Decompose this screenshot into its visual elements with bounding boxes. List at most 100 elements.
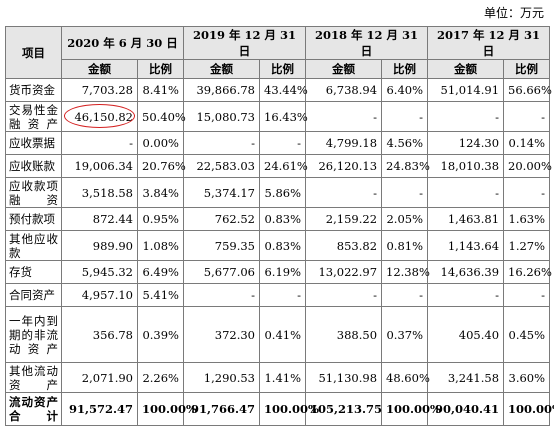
ratio-cell: 5.86% [258, 177, 307, 208]
amount-cell: 759.35 [183, 230, 260, 261]
ratio-cell: 0.95% [137, 207, 184, 231]
amount-cell: 91,766.47 [183, 392, 260, 426]
header-ratio: 比例 [137, 59, 184, 79]
header-period: 2020 年 6 月 30 日 [61, 26, 184, 60]
header-amount: 金额 [183, 59, 260, 79]
amount-cell: 4,799.18 [305, 131, 383, 155]
ratio-cell: 12.38% [381, 260, 430, 284]
ratio-cell: - [258, 283, 307, 307]
table-row: 货币资金 7,703.28 8.41% 39,866.78 43.44% 6,738.94… [5, 78, 552, 102]
row-label: 其他应收款 [5, 230, 62, 261]
amount-cell: 762.52 [183, 207, 260, 231]
table-row: 应收票据 -0.00% - -4,799.18 4.56% 124.30 0.14% [5, 131, 551, 155]
amount-cell: 356.78 [61, 306, 138, 363]
header-period: 2017 年 12 月 31 日 [427, 26, 551, 60]
amount-cell: 3,241.58 [427, 362, 505, 393]
ratio-cell: 8.41% [137, 78, 184, 102]
ratio-cell: 100.00% [137, 392, 197, 426]
ratio-cell: 16.26% [503, 260, 552, 284]
row-label: 流动资产合计 [5, 392, 62, 426]
header-ratio: 比例 [381, 59, 429, 79]
amount-cell: - [61, 131, 138, 155]
amount-cell: 15,080.73 [183, 101, 260, 132]
amount-cell: 2,159.22 [305, 207, 383, 231]
amount-cell: - [183, 283, 260, 307]
ratio-cell: 24.83% [381, 154, 430, 178]
ratio-cell: 1.63% [503, 207, 551, 231]
ratio-cell: 100.00% [381, 392, 441, 426]
amount-cell: 5,945.32 [61, 260, 138, 284]
ratio-cell: 0.81% [381, 230, 429, 261]
header-ratio: 比例 [503, 59, 551, 79]
amount-cell: 2,071.90 [61, 362, 138, 393]
ratio-cell: 20.00% [503, 154, 552, 178]
ratio-cell: 0.41% [258, 306, 307, 363]
amount-cell: 989.90 [61, 230, 138, 261]
header-amount: 金额 [427, 59, 505, 79]
row-label: 其他流动资产 [5, 362, 62, 393]
amount-cell: 853.82 [305, 230, 383, 261]
amount-cell: 22,583.03 [183, 154, 260, 178]
row-label: 合同资产 [5, 283, 62, 307]
ratio-cell: 0.45% [503, 306, 551, 363]
row-label: 应收款项融资 [5, 177, 62, 208]
amount-cell: - [305, 101, 383, 132]
table-row: 预付款项 872.44 0.95% 762.52 0.83% 2,159.22 2.05% 1… [5, 207, 551, 231]
table-row: 其他流动资产 2,071.90 2.26% 1,290.53 1.41% 51,130.9… [5, 362, 551, 393]
ratio-cell: - [381, 101, 429, 132]
amount-cell: 872.44 [61, 207, 138, 231]
row-label: 存货 [5, 260, 62, 284]
amount-cell: - [427, 177, 505, 208]
table-row: 应收账款 19,006.34 20.76% 22,583.03 24.61% 26,120… [5, 154, 552, 178]
amount-cell: 4,957.10 [61, 283, 138, 307]
amount-cell: 14,636.39 [427, 260, 505, 284]
header-period: 2018 年 12 月 31 日 [305, 26, 429, 60]
amount-cell: 124.30 [427, 131, 505, 155]
ratio-cell: - [503, 101, 551, 132]
ratio-cell: - [381, 283, 429, 307]
header-ratio: 比例 [258, 59, 307, 79]
table-row: 应收款项融资 3,518.58 3.84% 5,374.17 5.86% - - - - [5, 177, 551, 208]
amount-cell: - [305, 177, 383, 208]
ratio-cell: 0.39% [137, 306, 184, 363]
amount-cell: - [427, 283, 505, 307]
amount-cell: 90,040.41 [427, 392, 505, 426]
amount-cell: 18,010.38 [427, 154, 505, 178]
row-label: 一年内到期的非流动资产 [5, 306, 62, 363]
ratio-cell: 1.08% [137, 230, 184, 261]
ratio-cell: - [503, 177, 551, 208]
ratio-cell: 100.00% [503, 392, 554, 426]
amount-cell: 19,006.34 [61, 154, 138, 178]
ratio-cell: 50.40% [137, 101, 186, 132]
ratio-cell: 4.56% [381, 131, 429, 155]
amount-cell: 105,213.75 [305, 392, 382, 426]
amount-cell: 51,130.98 [305, 362, 383, 393]
ratio-cell: 3.60% [503, 362, 551, 393]
ratio-cell: 1.41% [258, 362, 307, 393]
ratio-cell: 56.66% [503, 78, 552, 102]
ratio-cell: 2.26% [137, 362, 184, 393]
row-label: 应收账款 [5, 154, 62, 178]
header-row-subcolumns: 金额 比例 金额 比例 金额 比例 金额 比例 [6, 59, 551, 79]
amount-cell: 3,518.58 [61, 177, 138, 208]
row-label: 交易性金融资产 [5, 101, 62, 132]
amount-cell: 39,866.78 [183, 78, 260, 102]
header-row-periods: 项目 2020 年 6 月 30 日 2019 年 12 月 31 日 2018… [5, 26, 551, 79]
amount-cell: - [183, 131, 260, 155]
amount-cell: 13,022.97 [305, 260, 383, 284]
ratio-cell: 3.84% [137, 177, 184, 208]
header-amount: 金额 [305, 59, 383, 79]
ratio-cell: 0.37% [381, 306, 429, 363]
ratio-cell: - [258, 131, 307, 155]
unit-label: 单位：万元 [483, 6, 544, 20]
header-amount: 金额 [61, 59, 138, 79]
amount-cell: - [427, 101, 505, 132]
ratio-cell: 48.60% [381, 362, 430, 393]
ratio-cell: 43.44% [258, 78, 308, 102]
row-label: 预付款项 [5, 207, 62, 231]
amount-cell: - [305, 283, 383, 307]
ratio-cell: 6.19% [258, 260, 307, 284]
ratio-cell: 20.76% [137, 154, 186, 178]
amount-cell: 6,738.94 [305, 78, 383, 102]
amount-cell: 46,150.82 [61, 101, 138, 132]
